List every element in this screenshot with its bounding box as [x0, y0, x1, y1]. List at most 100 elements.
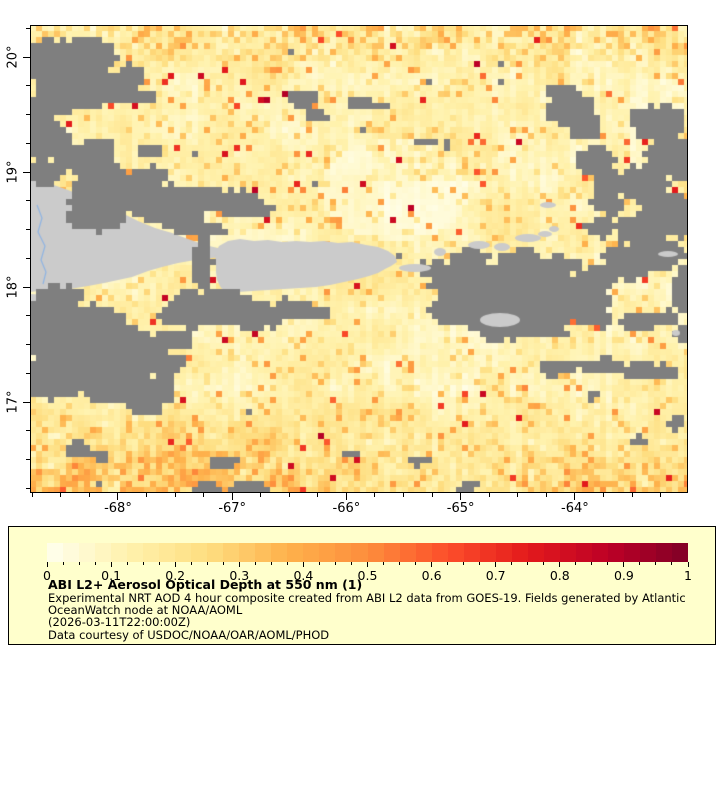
- colorbar-tick-label: 0.2: [165, 568, 186, 583]
- colorbar-major-tick: [302, 562, 304, 567]
- x-tick-label: -65°: [446, 501, 475, 516]
- colorbar-block: [559, 543, 577, 562]
- y-minor-tick: [26, 459, 30, 461]
- x-major-tick: [574, 493, 576, 500]
- y-tick-label: 17°: [5, 390, 21, 414]
- colorbar-block: [415, 543, 433, 562]
- x-minor-tick: [60, 493, 62, 497]
- colorbar-minor-tick: [142, 562, 144, 565]
- colorbar-block: [191, 543, 209, 562]
- colorbar-block: [575, 543, 593, 562]
- x-minor-tick: [146, 493, 148, 497]
- colorbar-tick-label: 1: [684, 568, 692, 583]
- x-minor-tick: [203, 493, 205, 497]
- colorbar-block: [47, 543, 65, 562]
- colorbar-major-tick: [46, 562, 48, 567]
- colorbar-minor-tick: [62, 562, 64, 565]
- x-minor-tick: [88, 493, 90, 497]
- colorbar-minor-tick: [334, 562, 336, 565]
- colorbar-minor-tick: [607, 562, 609, 565]
- colorbar-block: [79, 543, 97, 562]
- colorbar-major-tick: [495, 562, 497, 567]
- colorbar-block: [639, 543, 657, 562]
- colorbar-major-tick: [559, 562, 561, 567]
- x-tick-label: -64°: [561, 501, 589, 516]
- legend-title: ABI L2+ Aerosol Optical Depth at 550 nm …: [48, 577, 363, 592]
- colorbar-block: [447, 543, 465, 562]
- colorbar-block: [351, 543, 369, 562]
- x-minor-tick: [488, 493, 490, 497]
- colorbar-minor-tick: [206, 562, 208, 565]
- colorbar-block: [223, 543, 241, 562]
- colorbar-tick-label: 0: [43, 568, 51, 583]
- y-minor-tick: [26, 257, 30, 259]
- colorbar-tick-label: 0.3: [229, 568, 250, 583]
- colorbar-major-tick: [174, 562, 176, 567]
- x-tick-label: -67°: [218, 501, 247, 516]
- colorbar-block: [239, 543, 257, 562]
- colorbar-tick-label: 0.9: [613, 568, 634, 583]
- y-minor-tick: [26, 372, 30, 374]
- y-minor-tick: [26, 315, 30, 317]
- colorbar-major-tick: [623, 562, 625, 567]
- x-major-tick: [345, 493, 347, 500]
- colorbar-minor-tick: [447, 562, 449, 565]
- colorbar-minor-tick: [415, 562, 417, 565]
- colorbar-block: [527, 543, 545, 562]
- x-minor-tick: [288, 493, 290, 497]
- colorbar-block: [303, 543, 321, 562]
- legend-panel: [8, 526, 716, 645]
- colorbar-block: [655, 543, 673, 562]
- y-tick-label: 19°: [5, 160, 21, 184]
- colorbar-block: [623, 543, 641, 562]
- colorbar-block: [543, 543, 561, 562]
- colorbar-tick-label: 0.8: [549, 568, 570, 583]
- colorbar-minor-tick: [318, 562, 320, 565]
- colorbar-block: [511, 543, 529, 562]
- colorbar-block: [319, 543, 337, 562]
- x-minor-tick: [517, 493, 519, 497]
- colorbar-block: [207, 543, 225, 562]
- x-major-tick: [231, 493, 233, 500]
- colorbar-minor-tick: [94, 562, 96, 565]
- aod-map-canvas: [30, 25, 688, 493]
- colorbar-minor-tick: [270, 562, 272, 565]
- colorbar-block: [383, 543, 401, 562]
- x-minor-tick: [545, 493, 547, 497]
- colorbar-minor-tick: [350, 562, 352, 565]
- colorbar-minor-tick: [511, 562, 513, 565]
- colorbar-block: [495, 543, 513, 562]
- colorbar-minor-tick: [655, 562, 657, 565]
- x-tick-label: -66°: [332, 501, 361, 516]
- colorbar-block: [271, 543, 289, 562]
- colorbar-major-tick: [238, 562, 240, 567]
- y-minor-tick: [26, 114, 30, 116]
- x-minor-tick: [174, 493, 176, 497]
- colorbar-tick-label: 0.1: [101, 568, 122, 583]
- colorbar-block: [591, 543, 609, 562]
- colorbar: [47, 543, 688, 562]
- y-minor-tick: [26, 344, 30, 346]
- legend-description-line-1: Experimental NRT AOD 4 hour composite cr…: [48, 591, 686, 605]
- y-major-tick: [23, 56, 30, 58]
- colorbar-tick-label: 0.4: [293, 568, 314, 583]
- y-minor-tick: [26, 229, 30, 231]
- y-major-tick: [23, 401, 30, 403]
- x-minor-tick: [602, 493, 604, 497]
- colorbar-block: [671, 543, 688, 562]
- colorbar-block: [607, 543, 625, 562]
- x-minor-tick: [431, 493, 433, 497]
- y-tick-label: 18°: [5, 275, 21, 299]
- x-minor-tick: [260, 493, 262, 497]
- legend-credit: Data courtesy of USDOC/NOAA/OAR/AOML/PHO…: [48, 628, 330, 642]
- colorbar-block: [143, 543, 161, 562]
- y-major-tick: [23, 286, 30, 288]
- x-minor-tick: [403, 493, 405, 497]
- colorbar-major-tick: [367, 562, 368, 567]
- colorbar-minor-tick: [543, 562, 545, 565]
- colorbar-minor-tick: [479, 562, 481, 565]
- colorbar-block: [367, 543, 385, 562]
- x-tick-label: -68°: [104, 501, 132, 516]
- colorbar-minor-tick: [463, 562, 465, 565]
